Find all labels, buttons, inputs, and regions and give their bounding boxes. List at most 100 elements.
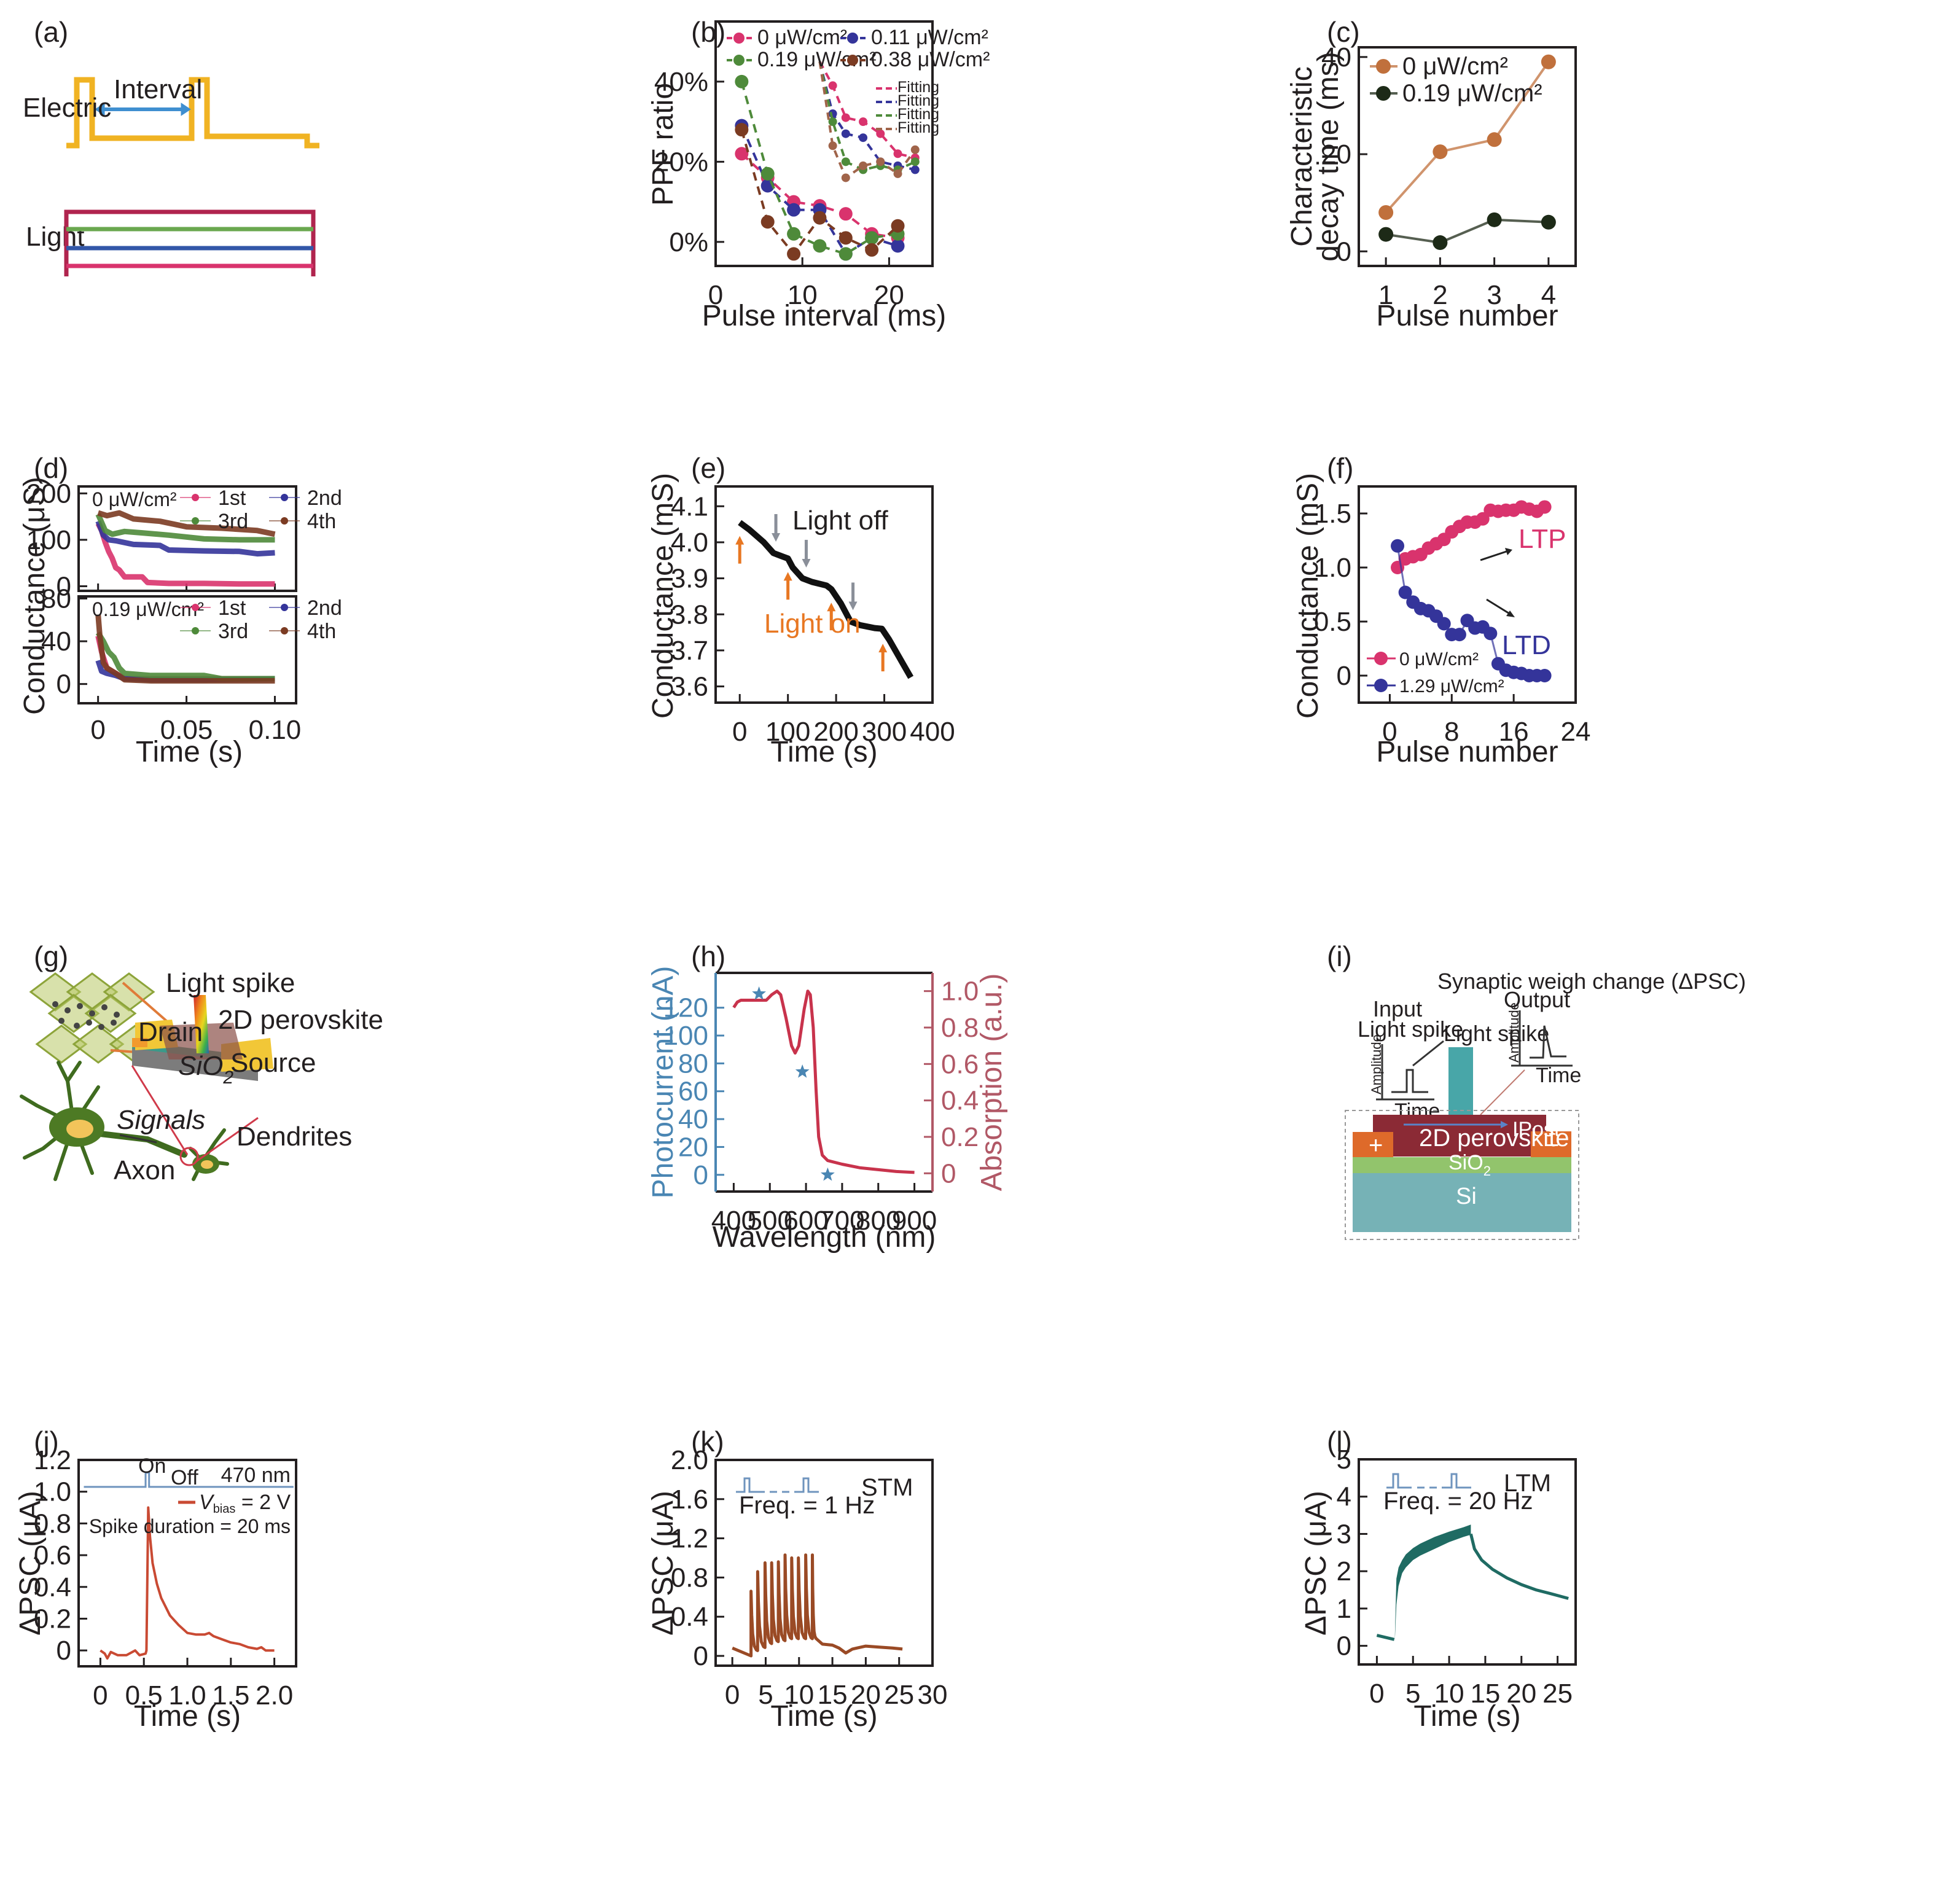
output-time-label: Time: [1536, 1064, 1581, 1087]
spike-duration-label: Spike duration = 20 ms: [89, 1515, 291, 1537]
subplot-annotation: 0 μW/cm²: [92, 488, 177, 510]
chart-d-conductance-decay: 0 100 200 0 μW/cm² 1st 2nd 3rd 4th 0 40 80 0.19 μW/…: [18, 477, 342, 768]
y-tick-label: 1.0: [941, 977, 979, 1007]
x-axis-label: Wavelength (nm): [713, 1221, 936, 1254]
diagram-a-pulse-schematic: Interval Electric Light: [23, 74, 319, 276]
fitting-point: [828, 81, 837, 90]
data-point: [1484, 626, 1498, 641]
output-spike-plot: [1511, 1010, 1573, 1067]
input-arrow: [1412, 1040, 1444, 1067]
x-tick-label: 24: [1561, 717, 1591, 747]
current-arrowhead: [1501, 1121, 1508, 1128]
ltd-arrowhead: [1506, 611, 1515, 617]
ltd-arrow: [1486, 598, 1513, 617]
x-tick-label: 900: [892, 1206, 937, 1236]
photocurrent-star: [752, 986, 766, 1000]
perovskite-label-i: 2D perovskite: [1419, 1125, 1570, 1152]
fitting-point: [859, 161, 868, 170]
panel-label-k: (k): [691, 1426, 724, 1457]
fitting-point: [893, 149, 902, 158]
fitting-legend-label: Fitting: [897, 106, 939, 123]
legend-label: 2nd: [307, 596, 342, 620]
x-tick-label: 3: [1487, 280, 1501, 310]
legend-label: 3rd: [218, 620, 248, 643]
output-label: Output: [1504, 987, 1570, 1012]
data-point: [865, 243, 879, 257]
y-tick-label: 0: [1337, 661, 1351, 691]
y-tick-label: 2.0: [671, 1445, 708, 1475]
y-axis-label: Absorption (a.u.): [975, 973, 1008, 1192]
x-tick-label: 500: [748, 1206, 792, 1236]
light-on-arrowhead: [878, 644, 888, 653]
legend-label: 0.38 μW/cm²: [871, 48, 990, 71]
y-tick-label: 4: [1337, 1482, 1351, 1512]
x-axis-label: Time (s): [770, 736, 877, 768]
wavelength-label: 470 nm: [221, 1464, 291, 1487]
y-tick-label: 0.2: [34, 1604, 71, 1634]
y-tick-label: 0.4: [671, 1602, 708, 1632]
x-tick-label: 2.0: [256, 1680, 293, 1711]
legend-label: 3rd: [218, 510, 248, 533]
data-point: [891, 239, 905, 253]
y-tick-label: 0.8: [941, 1013, 979, 1043]
fitting-point: [893, 169, 902, 178]
data-point: [1398, 585, 1412, 599]
panel-label-g: (g): [34, 940, 69, 972]
legend-marker: [192, 494, 199, 501]
fitting-point: [910, 165, 920, 174]
y-tick-label: 3.7: [671, 636, 708, 666]
minus-label: −: [1545, 1132, 1559, 1159]
perovskite-layer: [1373, 1115, 1546, 1157]
legend-marker: [192, 604, 199, 611]
data-point: [1378, 205, 1394, 220]
legend-label: 1st: [218, 596, 246, 620]
x-axis-label: Pulse interval (ms): [702, 300, 946, 332]
x-tick-label: 16: [1499, 717, 1529, 747]
data-point: [838, 207, 853, 221]
output-amplitude-label: Amplitude: [1506, 1002, 1522, 1063]
on-label: On: [138, 1454, 166, 1478]
data-point: [1476, 512, 1490, 526]
y-tick-label: 3.9: [671, 564, 708, 594]
light-spike-label: Light spike: [166, 968, 295, 998]
y-tick-label: 0.2: [941, 1122, 979, 1152]
ltp-arrowhead: [1505, 548, 1512, 555]
x-tick-label: 0: [708, 280, 723, 310]
data-point: [1541, 214, 1556, 230]
y-tick-label: 20: [678, 1132, 708, 1162]
y-axis-label: ΔPSC (μA): [14, 1491, 47, 1636]
y-tick-label: 40: [41, 626, 71, 657]
panel-label-f: (f): [1327, 452, 1354, 484]
y-axis-label: Conductance (mS): [1292, 473, 1324, 719]
legend-marker: [733, 55, 745, 66]
fitting-point: [910, 157, 920, 166]
input-label: Input: [1373, 996, 1422, 1021]
ltp-label: LTP: [1519, 524, 1566, 554]
panel-label-h: (h): [691, 940, 726, 972]
post-label: IPost: [1512, 1118, 1560, 1141]
y-tick-label: 0.6: [34, 1540, 71, 1570]
y-tick-label: 0.8: [34, 1508, 71, 1539]
x-tick-label: 10: [1434, 1679, 1464, 1709]
output-pointer: [1480, 1069, 1525, 1115]
legend-label: 0.11 μW/cm²: [871, 26, 988, 49]
data-point: [760, 166, 775, 181]
x-tick-label: 2: [1433, 280, 1447, 310]
y-tick-label: 1.0: [34, 1477, 71, 1507]
x-tick-label: 400: [711, 1206, 756, 1236]
legend-marker: [1376, 86, 1391, 101]
pulse-train-icon: [1386, 1473, 1471, 1489]
fitting-point: [910, 145, 920, 154]
legend-label: 4th: [307, 620, 336, 643]
x-tick-label: 0.05: [160, 715, 213, 745]
data-point: [1437, 617, 1451, 631]
legend-marker: [192, 627, 199, 634]
y-axis-label: ΔPSC (μA): [1300, 1491, 1332, 1636]
y-tick-label: 1.2: [671, 1524, 708, 1554]
x-tick-label: 0: [1382, 717, 1397, 747]
x-tick-label: 25: [884, 1680, 914, 1710]
y-axis-label: PPF ratio: [647, 83, 679, 206]
light-spike-label-i: Light spike: [1444, 1021, 1549, 1046]
light-off-arrowhead: [802, 558, 811, 568]
source-label: Source: [230, 1048, 316, 1078]
